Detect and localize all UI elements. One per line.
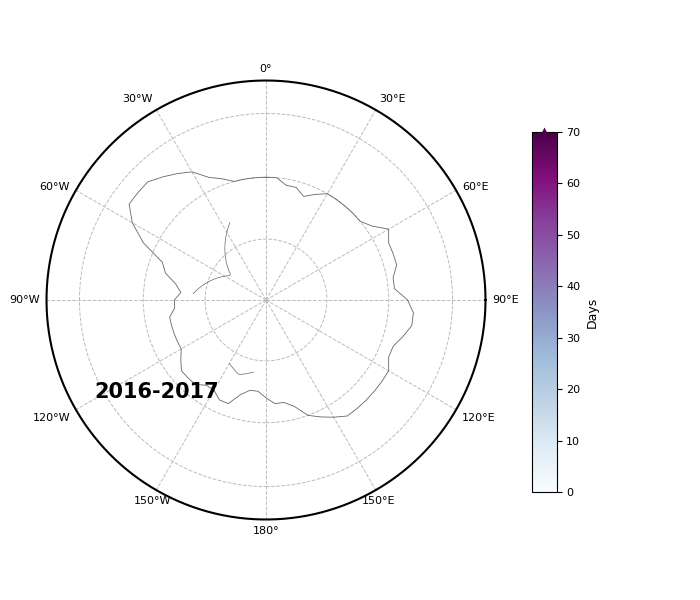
Text: 150°E: 150°E [363,496,396,506]
Text: 0°: 0° [260,64,272,74]
Text: 2016-2017: 2016-2017 [94,382,219,402]
Text: 150°W: 150°W [134,496,172,506]
Text: 90°E: 90°E [492,295,519,305]
Text: 120°W: 120°W [33,413,70,423]
Text: 120°E: 120°E [462,413,496,423]
Text: 30°E: 30°E [379,94,405,104]
Text: 30°W: 30°W [122,94,153,104]
Text: 60°W: 60°W [40,182,70,192]
Text: 180°: 180° [253,526,279,536]
Text: 60°E: 60°E [462,182,489,192]
Text: 90°W: 90°W [9,295,40,305]
Y-axis label: Days: Days [586,296,599,328]
